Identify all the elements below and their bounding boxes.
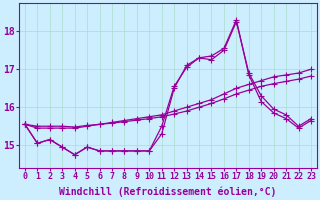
X-axis label: Windchill (Refroidissement éolien,°C): Windchill (Refroidissement éolien,°C) bbox=[59, 187, 277, 197]
